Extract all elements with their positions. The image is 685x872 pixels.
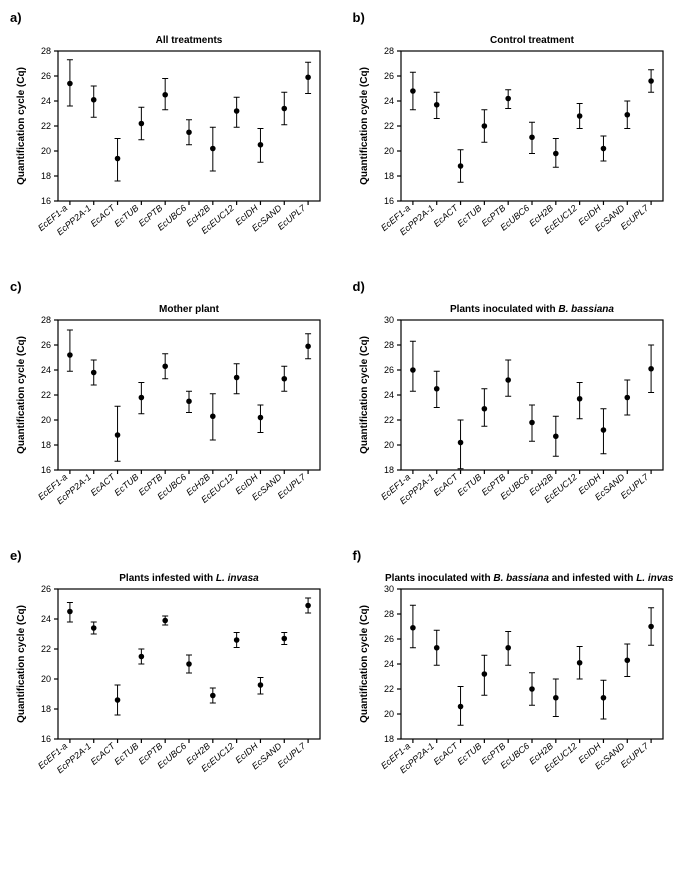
panel-e: e) Plants infested with L. invasa 16 18 20 22… bbox=[10, 548, 333, 797]
svg-text:22: 22 bbox=[383, 684, 393, 694]
panel-label: a) bbox=[10, 10, 333, 25]
panel-d: d) Plants inoculated with B. bassiana 18 20… bbox=[353, 279, 676, 528]
panel-f: f) Plants inoculated with B. bassiana and… bbox=[353, 548, 676, 797]
svg-text:Plants inoculated with B. bass: Plants inoculated with B. bassiana bbox=[450, 304, 614, 315]
svg-text:Plants inoculated with B. bass: Plants inoculated with B. bassiana and i… bbox=[385, 573, 673, 584]
panel-grid: a) All treatments 16 18 20 22 24 26 28 Quantifica… bbox=[10, 10, 675, 797]
svg-text:EcACT: EcACT bbox=[431, 202, 460, 229]
svg-text:28: 28 bbox=[383, 340, 393, 350]
svg-text:EcUPL7: EcUPL7 bbox=[276, 202, 308, 232]
chart-e: Plants infested with L. invasa 16 18 20 22 24… bbox=[10, 567, 330, 797]
panel-label: b) bbox=[353, 10, 676, 25]
svg-text:EcACT: EcACT bbox=[89, 740, 118, 767]
svg-text:EcTUB: EcTUB bbox=[455, 741, 483, 767]
svg-text:26: 26 bbox=[41, 340, 51, 350]
svg-text:EcACT: EcACT bbox=[89, 471, 118, 498]
svg-text:Mother plant: Mother plant bbox=[159, 304, 220, 315]
svg-text:18: 18 bbox=[383, 465, 393, 475]
svg-text:22: 22 bbox=[383, 121, 393, 131]
svg-text:20: 20 bbox=[383, 709, 393, 719]
chart-c: Mother plant 16 18 20 22 24 26 28 Quantification… bbox=[10, 298, 330, 528]
panel-label: e) bbox=[10, 548, 333, 563]
plot-area: Control treatment 16 18 20 22 24 26 28 Quantific… bbox=[353, 29, 676, 259]
svg-text:20: 20 bbox=[41, 146, 51, 156]
svg-text:EcUPL7: EcUPL7 bbox=[618, 740, 650, 770]
svg-text:26: 26 bbox=[383, 365, 393, 375]
svg-text:Quantification cycle (Cq): Quantification cycle (Cq) bbox=[16, 336, 27, 454]
svg-text:22: 22 bbox=[41, 390, 51, 400]
svg-text:24: 24 bbox=[41, 365, 51, 375]
svg-text:16: 16 bbox=[41, 465, 51, 475]
svg-text:Quantification cycle (Cq): Quantification cycle (Cq) bbox=[359, 67, 370, 185]
panel-label: d) bbox=[353, 279, 676, 294]
svg-text:EcTUB: EcTUB bbox=[455, 203, 483, 229]
svg-text:18: 18 bbox=[41, 440, 51, 450]
svg-text:Quantification cycle (Cq): Quantification cycle (Cq) bbox=[16, 605, 27, 723]
svg-text:EcACT: EcACT bbox=[431, 740, 460, 767]
svg-text:26: 26 bbox=[41, 71, 51, 81]
panel-label: c) bbox=[10, 279, 333, 294]
svg-text:All treatments: All treatments bbox=[156, 35, 223, 46]
svg-text:Control treatment: Control treatment bbox=[490, 35, 575, 46]
svg-text:Quantification cycle (Cq): Quantification cycle (Cq) bbox=[359, 336, 370, 454]
plot-area: Plants inoculated with B. bassiana 18 20 22… bbox=[353, 298, 676, 528]
svg-text:Quantification cycle (Cq): Quantification cycle (Cq) bbox=[359, 605, 370, 723]
svg-text:30: 30 bbox=[383, 315, 393, 325]
svg-text:22: 22 bbox=[41, 121, 51, 131]
plot-area: Plants inoculated with B. bassiana and i… bbox=[353, 567, 676, 797]
svg-text:26: 26 bbox=[383, 634, 393, 644]
svg-text:EcUPL7: EcUPL7 bbox=[276, 740, 308, 770]
svg-text:20: 20 bbox=[41, 415, 51, 425]
svg-text:EcTUB: EcTUB bbox=[112, 472, 140, 498]
svg-text:28: 28 bbox=[41, 46, 51, 56]
panel-label: f) bbox=[353, 548, 676, 563]
svg-text:22: 22 bbox=[383, 415, 393, 425]
svg-text:Plants infested with L. invasa: Plants infested with L. invasa bbox=[119, 573, 259, 584]
svg-text:24: 24 bbox=[383, 96, 393, 106]
panel-a: a) All treatments 16 18 20 22 24 26 28 Quantifica… bbox=[10, 10, 333, 259]
chart-f: Plants inoculated with B. bassiana and i… bbox=[353, 567, 673, 797]
svg-text:EcACT: EcACT bbox=[431, 471, 460, 498]
svg-text:EcTUB: EcTUB bbox=[112, 203, 140, 229]
svg-text:24: 24 bbox=[383, 659, 393, 669]
svg-text:20: 20 bbox=[383, 146, 393, 156]
svg-text:16: 16 bbox=[383, 196, 393, 206]
svg-text:26: 26 bbox=[41, 584, 51, 594]
svg-text:EcACT: EcACT bbox=[89, 202, 118, 229]
plot-area: Plants infested with L. invasa 16 18 20 22 24… bbox=[10, 567, 333, 797]
svg-text:EcUPL7: EcUPL7 bbox=[276, 471, 308, 501]
svg-text:EcTUB: EcTUB bbox=[455, 472, 483, 498]
chart-a: All treatments 16 18 20 22 24 26 28 Quantificati… bbox=[10, 29, 330, 259]
svg-text:EcUPL7: EcUPL7 bbox=[618, 471, 650, 501]
svg-text:EcUPL7: EcUPL7 bbox=[618, 202, 650, 232]
svg-text:18: 18 bbox=[383, 734, 393, 744]
svg-text:24: 24 bbox=[383, 390, 393, 400]
svg-text:18: 18 bbox=[41, 704, 51, 714]
svg-text:20: 20 bbox=[383, 440, 393, 450]
svg-text:EcTUB: EcTUB bbox=[112, 741, 140, 767]
panel-b: b) Control treatment 16 18 20 22 24 26 28 Quantif… bbox=[353, 10, 676, 259]
svg-text:16: 16 bbox=[41, 734, 51, 744]
svg-text:18: 18 bbox=[383, 171, 393, 181]
svg-text:28: 28 bbox=[383, 609, 393, 619]
chart-d: Plants inoculated with B. bassiana 18 20 22… bbox=[353, 298, 673, 528]
svg-text:26: 26 bbox=[383, 71, 393, 81]
svg-text:20: 20 bbox=[41, 674, 51, 684]
svg-text:28: 28 bbox=[383, 46, 393, 56]
svg-text:22: 22 bbox=[41, 644, 51, 654]
svg-text:28: 28 bbox=[41, 315, 51, 325]
plot-area: All treatments 16 18 20 22 24 26 28 Quantificati… bbox=[10, 29, 333, 259]
svg-text:Quantification cycle (Cq): Quantification cycle (Cq) bbox=[16, 67, 27, 185]
svg-text:24: 24 bbox=[41, 96, 51, 106]
svg-text:30: 30 bbox=[383, 584, 393, 594]
svg-text:24: 24 bbox=[41, 614, 51, 624]
svg-text:16: 16 bbox=[41, 196, 51, 206]
plot-area: Mother plant 16 18 20 22 24 26 28 Quantification… bbox=[10, 298, 333, 528]
svg-text:18: 18 bbox=[41, 171, 51, 181]
panel-c: c) Mother plant 16 18 20 22 24 26 28 Quantificati… bbox=[10, 279, 333, 528]
chart-b: Control treatment 16 18 20 22 24 26 28 Quantific… bbox=[353, 29, 673, 259]
